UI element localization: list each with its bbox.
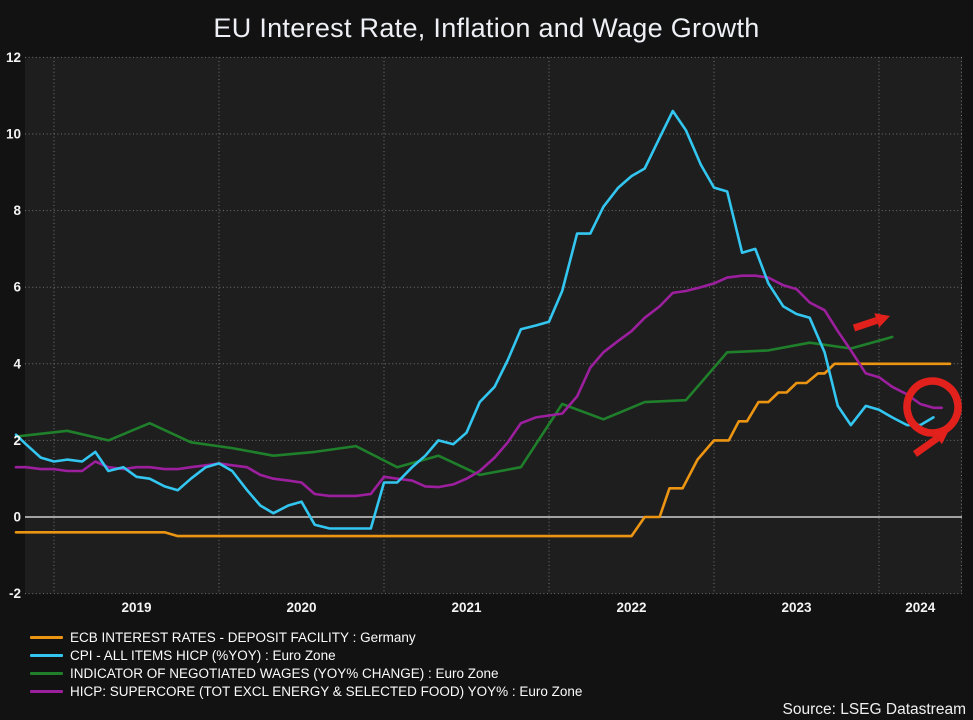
y-axis-tick-label: 6 (13, 280, 21, 295)
legend: ECB INTEREST RATES - DEPOSIT FACILITY : … (30, 628, 582, 700)
legend-label-supercore: HICP: SUPERCORE (TOT EXCL ENERGY & SELEC… (70, 683, 583, 699)
y-axis-tick-label: -2 (9, 586, 21, 601)
x-axis-tick-label: 2021 (451, 600, 482, 615)
y-axis-tick-label: 8 (13, 203, 21, 218)
chart-title: EU Interest Rate, Inflation and Wage Gro… (213, 13, 760, 43)
legend-label-wages: INDICATOR OF NEGOTIATED WAGES (YOY% CHAN… (70, 665, 499, 681)
y-axis-tick-label: 0 (13, 510, 21, 525)
legend-label-ecb-rate: ECB INTEREST RATES - DEPOSIT FACILITY : … (70, 629, 416, 645)
y-axis-tick-label: 4 (13, 356, 21, 371)
legend-swatch-ecb-rate (30, 635, 63, 639)
ecb-rate-line (14, 362, 952, 538)
y-axis-tick-label: 2 (13, 433, 21, 448)
cpi-line (14, 109, 935, 530)
annotation-arrow-end-head (933, 430, 949, 445)
y-axis-tick-label: 12 (6, 50, 21, 65)
x-axis-tick-label: 2024 (905, 600, 936, 615)
annotation-arrow-end (912, 435, 940, 457)
y-axis-tick-label: 10 (6, 127, 21, 142)
source-credit: Source: LSEG Datastream (782, 701, 967, 718)
supercore-line (14, 274, 944, 498)
legend-label-cpi: CPI - ALL ITEMS HICP (%YOY) : Euro Zone (70, 647, 336, 663)
x-axis-tick-label: 2023 (781, 600, 812, 615)
legend-item-cpi: CPI - ALL ITEMS HICP (%YOY) : Euro Zone (30, 646, 582, 664)
legend-item-supercore: HICP: SUPERCORE (TOT EXCL ENERGY & SELEC… (30, 682, 582, 700)
x-axis-tick-label: 2022 (616, 600, 646, 615)
plot-area (25, 57, 962, 594)
wages-line (14, 335, 894, 477)
annotation-arrow-mid-head (874, 313, 890, 328)
x-axis-tick-label: 2019 (121, 600, 151, 615)
legend-swatch-supercore (30, 689, 63, 693)
legend-item-wages: INDICATOR OF NEGOTIATED WAGES (YOY% CHAN… (30, 664, 582, 682)
legend-swatch-wages (30, 671, 63, 675)
annotation-arrow-mid (852, 317, 878, 332)
legend-swatch-cpi (30, 653, 63, 657)
legend-item-ecb-rate: ECB INTEREST RATES - DEPOSIT FACILITY : … (30, 628, 582, 646)
x-axis-tick-label: 2020 (286, 600, 316, 615)
